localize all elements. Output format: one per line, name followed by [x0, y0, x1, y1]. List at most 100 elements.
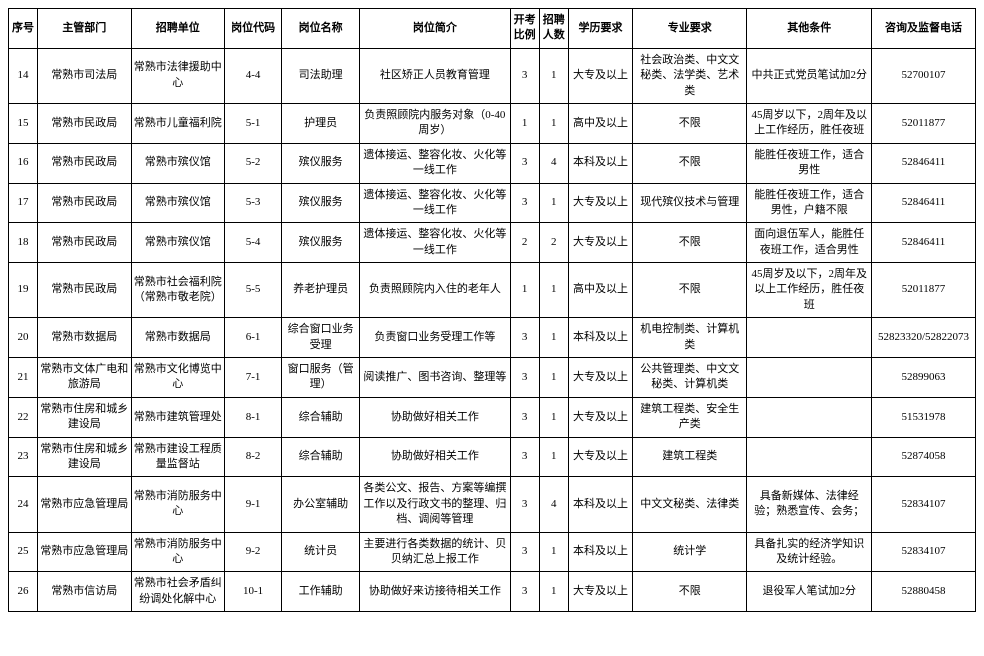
- cell-other: [747, 397, 872, 437]
- cell-desc: 协助做好来访接待相关工作: [360, 572, 511, 612]
- table-row: 26常熟市信访局常熟市社会矛盾纠纷调处化解中心10-1工作辅助协助做好来访接待相…: [9, 572, 976, 612]
- col-header-unit: 招聘单位: [131, 9, 224, 49]
- cell-dept: 常熟市民政局: [38, 183, 131, 223]
- cell-dept: 常熟市信访局: [38, 572, 131, 612]
- cell-code: 6-1: [225, 318, 282, 358]
- cell-unit: 常熟市殡仪馆: [131, 143, 224, 183]
- cell-edu: 高中及以上: [568, 263, 632, 318]
- cell-other: 具备新媒体、法律经验；熟悉宣传、会务；: [747, 477, 872, 532]
- cell-count: 1: [539, 397, 568, 437]
- cell-code: 9-2: [225, 532, 282, 572]
- cell-dept: 常熟市住房和城乡建设局: [38, 397, 131, 437]
- cell-edu: 本科及以上: [568, 318, 632, 358]
- cell-ratio: 3: [510, 143, 539, 183]
- cell-desc: 各类公文、报告、方案等编撰工作以及行政文书的整理、归档、调阅等管理: [360, 477, 511, 532]
- cell-unit: 常熟市法律援助中心: [131, 48, 224, 103]
- cell-seq: 22: [9, 397, 38, 437]
- cell-phone: 52834107: [872, 477, 976, 532]
- col-header-desc: 岗位简介: [360, 9, 511, 49]
- cell-major: 不限: [633, 572, 747, 612]
- table-row: 19常熟市民政局常熟市社会福利院（常熟市敬老院）5-5养老护理员负责照顾院内入住…: [9, 263, 976, 318]
- cell-edu: 大专及以上: [568, 397, 632, 437]
- col-header-count: 招聘人数: [539, 9, 568, 49]
- cell-count: 1: [539, 532, 568, 572]
- cell-seq: 23: [9, 437, 38, 477]
- cell-edu: 大专及以上: [568, 572, 632, 612]
- cell-edu: 本科及以上: [568, 477, 632, 532]
- cell-phone: 52846411: [872, 183, 976, 223]
- cell-ratio: 3: [510, 358, 539, 398]
- cell-count: 1: [539, 263, 568, 318]
- cell-desc: 协助做好相关工作: [360, 437, 511, 477]
- cell-major: 中文文秘类、法律类: [633, 477, 747, 532]
- cell-dept: 常熟市民政局: [38, 263, 131, 318]
- cell-unit: 常熟市数据局: [131, 318, 224, 358]
- cell-code: 5-2: [225, 143, 282, 183]
- col-header-seq: 序号: [9, 9, 38, 49]
- cell-count: 1: [539, 572, 568, 612]
- cell-pos: 司法助理: [282, 48, 360, 103]
- cell-edu: 大专及以上: [568, 437, 632, 477]
- cell-pos: 护理员: [282, 103, 360, 143]
- cell-phone: 51531978: [872, 397, 976, 437]
- cell-code: 8-2: [225, 437, 282, 477]
- col-header-edu: 学历要求: [568, 9, 632, 49]
- cell-seq: 24: [9, 477, 38, 532]
- cell-pos: 殡仪服务: [282, 223, 360, 263]
- cell-desc: 负责照顾院内入住的老年人: [360, 263, 511, 318]
- cell-dept: 常熟市数据局: [38, 318, 131, 358]
- cell-dept: 常熟市应急管理局: [38, 477, 131, 532]
- cell-pos: 工作辅助: [282, 572, 360, 612]
- cell-seq: 25: [9, 532, 38, 572]
- cell-ratio: 2: [510, 223, 539, 263]
- cell-major: 统计学: [633, 532, 747, 572]
- cell-pos: 养老护理员: [282, 263, 360, 318]
- table-row: 16常熟市民政局常熟市殡仪馆5-2殡仪服务遗体接运、整容化妆、火化等一线工作34…: [9, 143, 976, 183]
- table-row: 24常熟市应急管理局常熟市消防服务中心9-1办公室辅助各类公文、报告、方案等编撰…: [9, 477, 976, 532]
- cell-desc: 主要进行各类数据的统计、贝贝纳汇总上报工作: [360, 532, 511, 572]
- cell-pos: 综合辅助: [282, 437, 360, 477]
- cell-seq: 16: [9, 143, 38, 183]
- cell-ratio: 3: [510, 532, 539, 572]
- cell-unit: 常熟市文化博览中心: [131, 358, 224, 398]
- cell-other: 能胜任夜班工作，适合男性，户籍不限: [747, 183, 872, 223]
- recruitment-table: 序号主管部门招聘单位岗位代码岗位名称岗位简介开考比例招聘人数学历要求专业要求其他…: [8, 8, 976, 612]
- cell-desc: 负责窗口业务受理工作等: [360, 318, 511, 358]
- cell-ratio: 3: [510, 48, 539, 103]
- table-row: 14常熟市司法局常熟市法律援助中心4-4司法助理社区矫正人员教育管理31大专及以…: [9, 48, 976, 103]
- cell-phone: 52899063: [872, 358, 976, 398]
- cell-pos: 综合辅助: [282, 397, 360, 437]
- cell-unit: 常熟市殡仪馆: [131, 223, 224, 263]
- cell-count: 1: [539, 183, 568, 223]
- cell-other: 能胜任夜班工作，适合男性: [747, 143, 872, 183]
- cell-seq: 18: [9, 223, 38, 263]
- cell-pos: 统计员: [282, 532, 360, 572]
- cell-desc: 遗体接运、整容化妆、火化等一线工作: [360, 143, 511, 183]
- cell-count: 1: [539, 318, 568, 358]
- cell-desc: 遗体接运、整容化妆、火化等一线工作: [360, 223, 511, 263]
- cell-seq: 15: [9, 103, 38, 143]
- table-row: 15常熟市民政局常熟市儿童福利院5-1护理员负责照顾院内服务对象（0-40周岁）…: [9, 103, 976, 143]
- cell-unit: 常熟市社会矛盾纠纷调处化解中心: [131, 572, 224, 612]
- col-header-phone: 咨询及监督电话: [872, 9, 976, 49]
- cell-code: 5-3: [225, 183, 282, 223]
- cell-seq: 17: [9, 183, 38, 223]
- cell-count: 1: [539, 48, 568, 103]
- cell-desc: 协助做好相关工作: [360, 397, 511, 437]
- col-header-pos: 岗位名称: [282, 9, 360, 49]
- cell-pos: 殡仪服务: [282, 143, 360, 183]
- cell-desc: 社区矫正人员教育管理: [360, 48, 511, 103]
- cell-count: 1: [539, 437, 568, 477]
- cell-pos: 办公室辅助: [282, 477, 360, 532]
- cell-major: 不限: [633, 263, 747, 318]
- cell-count: 4: [539, 143, 568, 183]
- cell-unit: 常熟市建筑管理处: [131, 397, 224, 437]
- table-row: 21常熟市文体广电和旅游局常熟市文化博览中心7-1窗口服务（管理）阅读推广、图书…: [9, 358, 976, 398]
- cell-ratio: 3: [510, 572, 539, 612]
- cell-major: 建筑工程类、安全生产类: [633, 397, 747, 437]
- cell-other: 45周岁以下，2周年及以上工作经历，胜任夜班: [747, 103, 872, 143]
- cell-major: 社会政治类、中文文秘类、法学类、艺术类: [633, 48, 747, 103]
- cell-pos: 窗口服务（管理）: [282, 358, 360, 398]
- col-header-major: 专业要求: [633, 9, 747, 49]
- cell-dept: 常熟市住房和城乡建设局: [38, 437, 131, 477]
